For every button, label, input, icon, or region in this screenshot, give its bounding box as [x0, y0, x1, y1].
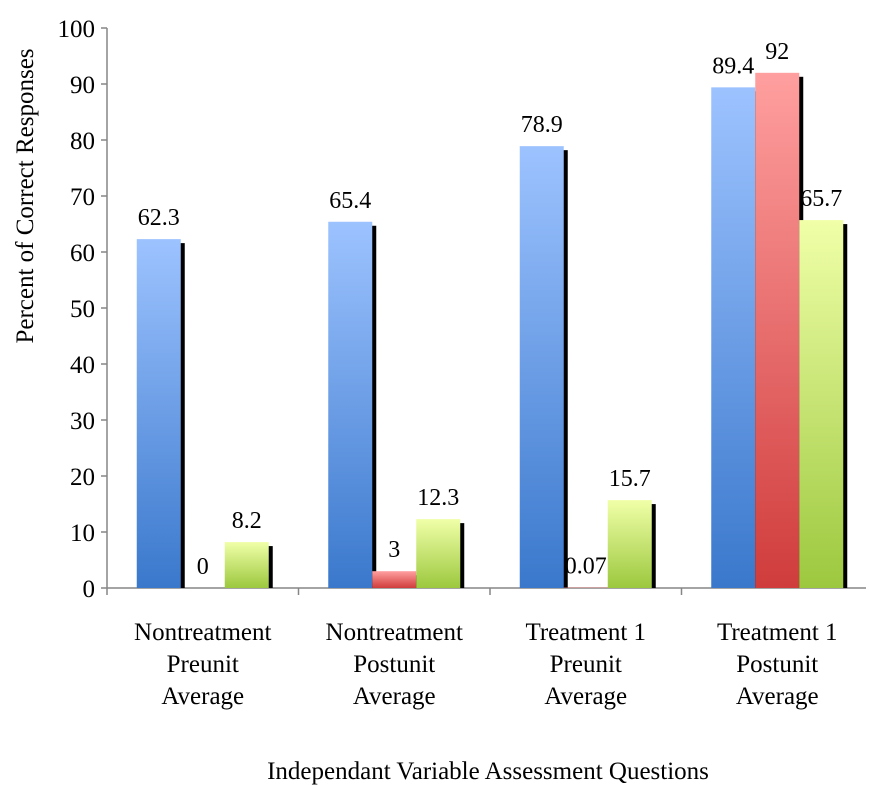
y-tick-label: 90	[70, 72, 95, 99]
bar	[607, 500, 652, 588]
data-label: 65.4	[329, 188, 371, 214]
y-tick-label: 30	[70, 408, 95, 435]
bar	[755, 72, 800, 589]
data-label: 0	[197, 554, 209, 580]
x-category-label: Average	[736, 683, 819, 710]
data-label: 65.7	[800, 186, 842, 212]
y-tick-label: 40	[70, 352, 95, 379]
x-category-label: Preunit	[167, 651, 239, 678]
bar	[519, 146, 564, 588]
data-label: 3	[388, 537, 400, 563]
bar	[136, 239, 181, 588]
x-category-label: Average	[544, 683, 627, 710]
x-category-label: Treatment 1	[717, 619, 838, 646]
data-label: 92	[765, 39, 789, 65]
data-label: 12.3	[417, 485, 459, 511]
data-label: 15.7	[609, 466, 651, 492]
x-axis-title: Independant Variable Assessment Question…	[267, 758, 709, 785]
data-label: 0.07	[565, 554, 607, 580]
data-label: 62.3	[138, 205, 180, 231]
x-category-label: Average	[161, 683, 244, 710]
bar	[224, 542, 269, 588]
bar	[328, 221, 373, 588]
x-category-label: Nontreatment	[326, 619, 464, 646]
x-category-label: Postunit	[736, 651, 818, 678]
y-tick-label: 70	[70, 184, 95, 211]
x-category-label: Treatment 1	[525, 619, 646, 646]
y-tick-label: 0	[83, 576, 96, 603]
x-category-label: Average	[353, 683, 436, 710]
y-axis-title: Percent of Correct Responses	[12, 48, 39, 343]
data-label: 89.4	[712, 53, 754, 79]
chart-labels: 62.308.2NontreatmentPreunitAverage65.431…	[134, 39, 842, 710]
y-tick-label: 20	[70, 464, 95, 491]
y-tick-label: 100	[58, 16, 96, 43]
bar	[372, 571, 417, 588]
bar	[799, 220, 844, 588]
y-tick-label: 80	[70, 128, 95, 155]
data-label: 8.2	[232, 508, 262, 534]
y-tick-label: 10	[70, 520, 95, 547]
data-label: 78.9	[521, 112, 563, 138]
chart-bars	[136, 72, 848, 589]
bar	[416, 519, 461, 588]
x-category-label: Postunit	[353, 651, 435, 678]
x-category-label: Nontreatment	[134, 619, 272, 646]
y-tick-label: 60	[70, 240, 95, 267]
bar	[711, 87, 756, 589]
x-category-label: Preunit	[550, 651, 622, 678]
y-tick-label: 50	[70, 296, 95, 323]
